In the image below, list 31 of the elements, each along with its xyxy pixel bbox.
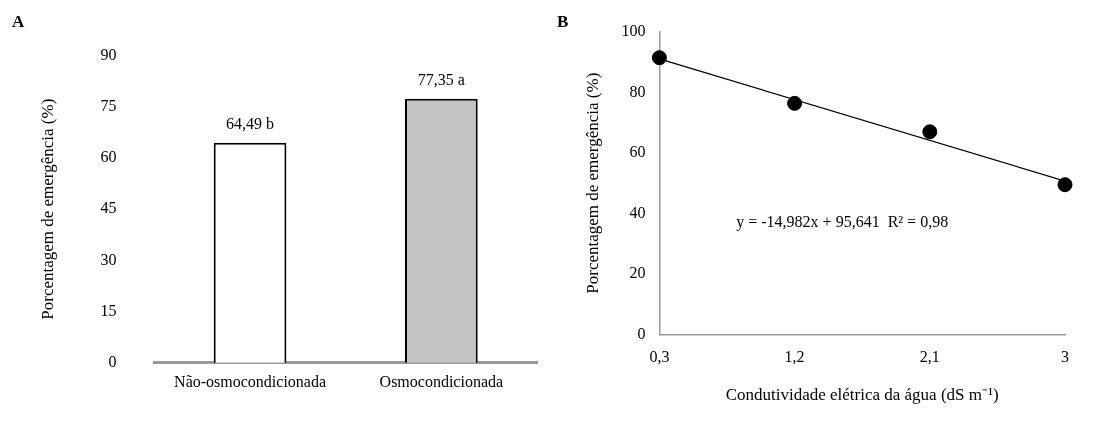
y-axis-title: Porcentagem de emergência (%) (37, 98, 57, 320)
point (1057, 177, 1073, 193)
y-tick-label: 90 (100, 45, 117, 63)
data-label: 64,49 b (226, 114, 275, 132)
y-tick-label: 80 (629, 82, 646, 100)
y-tick-label: 0 (637, 324, 646, 342)
y-tick-label: 45 (100, 199, 117, 217)
y-tick-label: 0 (108, 353, 117, 370)
x-tick-label: 3 (1061, 348, 1069, 366)
y-tick-label: 100 (621, 22, 646, 40)
y-tick-label: 30 (100, 250, 117, 268)
x-tick-label: 0,3 (649, 348, 670, 366)
y-tick-label: 60 (629, 143, 646, 161)
x-tick-label: Osmocondicionada (379, 372, 504, 390)
point (922, 124, 938, 140)
x-axis-title: Condutividade elétrica da água (dS m⁻¹) (725, 385, 999, 405)
y-tick-label: 60 (100, 148, 117, 166)
annotation: y = -14,982x + 95,641 R² = 0,98 (736, 212, 949, 231)
point (787, 95, 803, 111)
y-tick-label: 20 (629, 264, 646, 282)
x-tick-label: 2,1 (919, 348, 940, 366)
x-tick-label: Não-osmocondicionada (174, 372, 327, 390)
chart-title: B (557, 11, 569, 31)
y-tick-label: 75 (100, 97, 117, 114)
y-tick-label: 15 (100, 301, 117, 319)
chart-title: A (12, 11, 25, 31)
y-tick-label: 40 (629, 203, 646, 221)
point (651, 50, 667, 66)
x-tick-label: 1,2 (784, 348, 805, 366)
data-label: 77,35 a (417, 70, 465, 88)
y-axis-title: Porcentagem de emergência (%) (582, 72, 602, 294)
